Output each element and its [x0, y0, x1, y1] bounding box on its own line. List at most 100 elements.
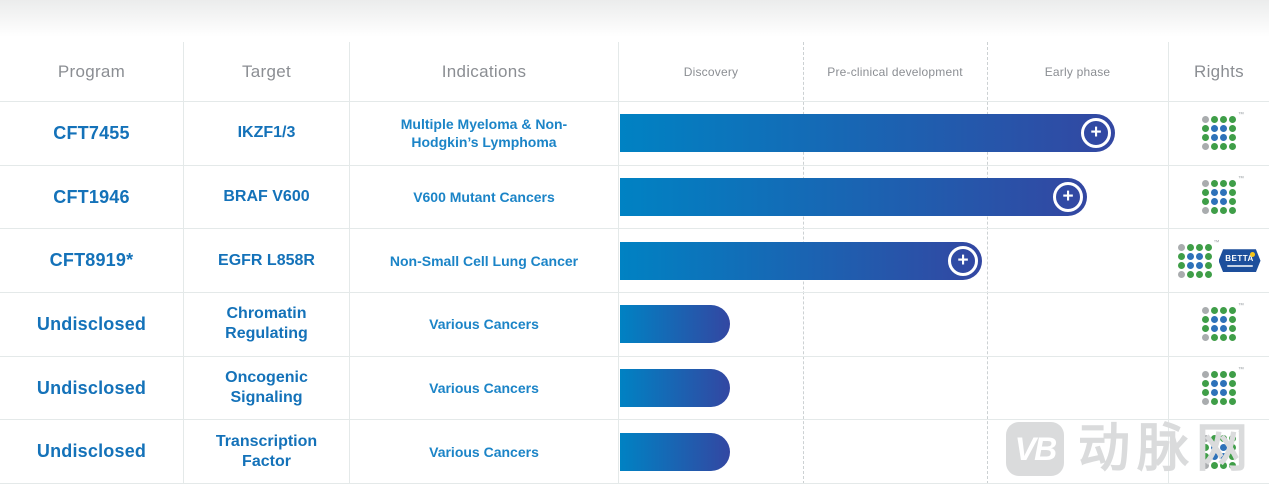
- logo-dot: [1204, 261, 1212, 269]
- logo-dot: [1220, 134, 1227, 142]
- c4-dots-logo: ™: [1202, 176, 1244, 215]
- betta-logo: BETTA: [1218, 249, 1261, 273]
- indication-text: Multiple Myeloma & Non-Hodgkin’s Lymphom…: [350, 102, 619, 166]
- phase-divider-line: [987, 42, 988, 484]
- logo-dot: [1186, 243, 1194, 251]
- column-header-rights: Rights: [1168, 42, 1269, 102]
- logo-dot: [1229, 143, 1236, 151]
- trademark-mark: ™: [1238, 112, 1244, 119]
- logo-dot: [1177, 270, 1185, 278]
- logo-dot: [1220, 307, 1227, 315]
- betta-logo-text: BETTA: [1225, 253, 1254, 263]
- logo-dot: [1220, 125, 1227, 133]
- logo-dot: [1202, 180, 1209, 188]
- logo-dot: [1211, 134, 1218, 142]
- phase-track-cell: [619, 357, 1168, 421]
- trademark-mark: ™: [1238, 176, 1244, 183]
- indication-text: Non-Small Cell Lung Cancer: [350, 229, 619, 294]
- logo-dot: [1202, 389, 1209, 397]
- logo-dot: [1186, 261, 1194, 269]
- logo-dot: [1220, 434, 1227, 442]
- phase-track-cell: +: [619, 102, 1168, 166]
- logo-dot: [1229, 125, 1236, 133]
- logo-dot: [1211, 325, 1218, 333]
- logo-dot: [1220, 389, 1227, 397]
- phase-label-early-phase: Early phase: [1044, 64, 1111, 79]
- c4-dots-logo: ™: [1177, 240, 1220, 278]
- logo-dot: [1202, 316, 1209, 324]
- logo-dot: [1220, 207, 1227, 215]
- logo-dot: [1211, 207, 1218, 215]
- rights-cell: ™: [1168, 165, 1269, 230]
- indication-text: Various Cancers: [350, 356, 619, 421]
- phase-track-cell: [619, 420, 1168, 485]
- logo-dot: [1204, 243, 1212, 251]
- progress-bar: [620, 432, 730, 471]
- logo-dot: [1204, 270, 1212, 278]
- logo-dot: [1220, 398, 1227, 406]
- logo-dot: [1195, 261, 1203, 269]
- logo-dot: [1211, 316, 1218, 324]
- logo-dot: [1202, 461, 1209, 469]
- top-gradient: [0, 0, 1269, 40]
- logo-dot: [1211, 371, 1218, 379]
- logo-dot: [1202, 334, 1209, 342]
- logo-dot: [1211, 398, 1218, 406]
- logo-dot: [1220, 380, 1227, 388]
- watermark-text: 动脉网: [1078, 420, 1256, 478]
- logo-dot: [1202, 452, 1209, 460]
- rights-cell: ™: [1168, 420, 1269, 485]
- trademark-mark: ™: [1238, 430, 1244, 437]
- trademark-mark: ™: [1238, 303, 1244, 310]
- plus-icon: +: [1053, 182, 1083, 213]
- target-name: EGFR L858R: [184, 229, 350, 294]
- progress-bar: [620, 369, 730, 408]
- logo-dot: [1195, 243, 1203, 251]
- logo-dot: [1202, 434, 1209, 442]
- logo-dot: [1229, 452, 1236, 460]
- logo-dot: [1202, 380, 1209, 388]
- progress-bar: +: [620, 178, 1087, 217]
- watermark: VB 动脉网: [1006, 422, 1255, 476]
- c4-dots-logo: ™: [1202, 431, 1244, 469]
- logo-dot: [1229, 116, 1236, 124]
- logo-dot: [1211, 198, 1218, 206]
- phase-track-cell: [619, 293, 1168, 357]
- logo-dot: [1202, 207, 1209, 215]
- progress-bar: +: [620, 241, 982, 280]
- vb-watermark-logo: VB: [1006, 422, 1064, 476]
- logo-dot: [1202, 371, 1209, 379]
- logo-dot: [1211, 189, 1218, 197]
- logo-dot: [1195, 252, 1203, 260]
- logo-dot: [1211, 334, 1218, 342]
- logo-dot: [1202, 116, 1209, 124]
- logo-dot: [1195, 270, 1203, 278]
- progress-bar: +: [620, 114, 1115, 153]
- logo-dot: [1220, 334, 1227, 342]
- indication-text: V600 Mutant Cancers: [350, 165, 619, 230]
- trademark-mark: ™: [1213, 239, 1220, 246]
- logo-dot: [1211, 307, 1218, 315]
- program-name: Undisclosed: [0, 356, 184, 421]
- logo-dot: [1229, 398, 1236, 406]
- logo-dot: [1220, 452, 1227, 460]
- logo-dot: [1211, 143, 1218, 151]
- target-name: IKZF1/3: [184, 102, 350, 166]
- logo-dot: [1220, 325, 1227, 333]
- target-name: Oncogenic Signaling: [184, 356, 350, 421]
- logo-dot: [1211, 434, 1218, 442]
- logo-dot: [1220, 316, 1227, 324]
- program-name: Undisclosed: [0, 293, 184, 357]
- logo-dot: [1220, 198, 1227, 206]
- c4-dots-logo: ™: [1202, 303, 1244, 342]
- logo-dot: [1211, 443, 1218, 451]
- progress-bar: [620, 305, 730, 344]
- rights-cell: ™: [1168, 102, 1269, 166]
- phase-label-preclinical: Pre-clinical development: [827, 64, 963, 79]
- trademark-mark: ™: [1238, 367, 1244, 374]
- column-header-phases: Discovery Pre-clinical development Early…: [619, 42, 1168, 102]
- logo-dot: [1229, 325, 1236, 333]
- logo-dot: [1229, 207, 1236, 215]
- logo-dot: [1220, 461, 1227, 469]
